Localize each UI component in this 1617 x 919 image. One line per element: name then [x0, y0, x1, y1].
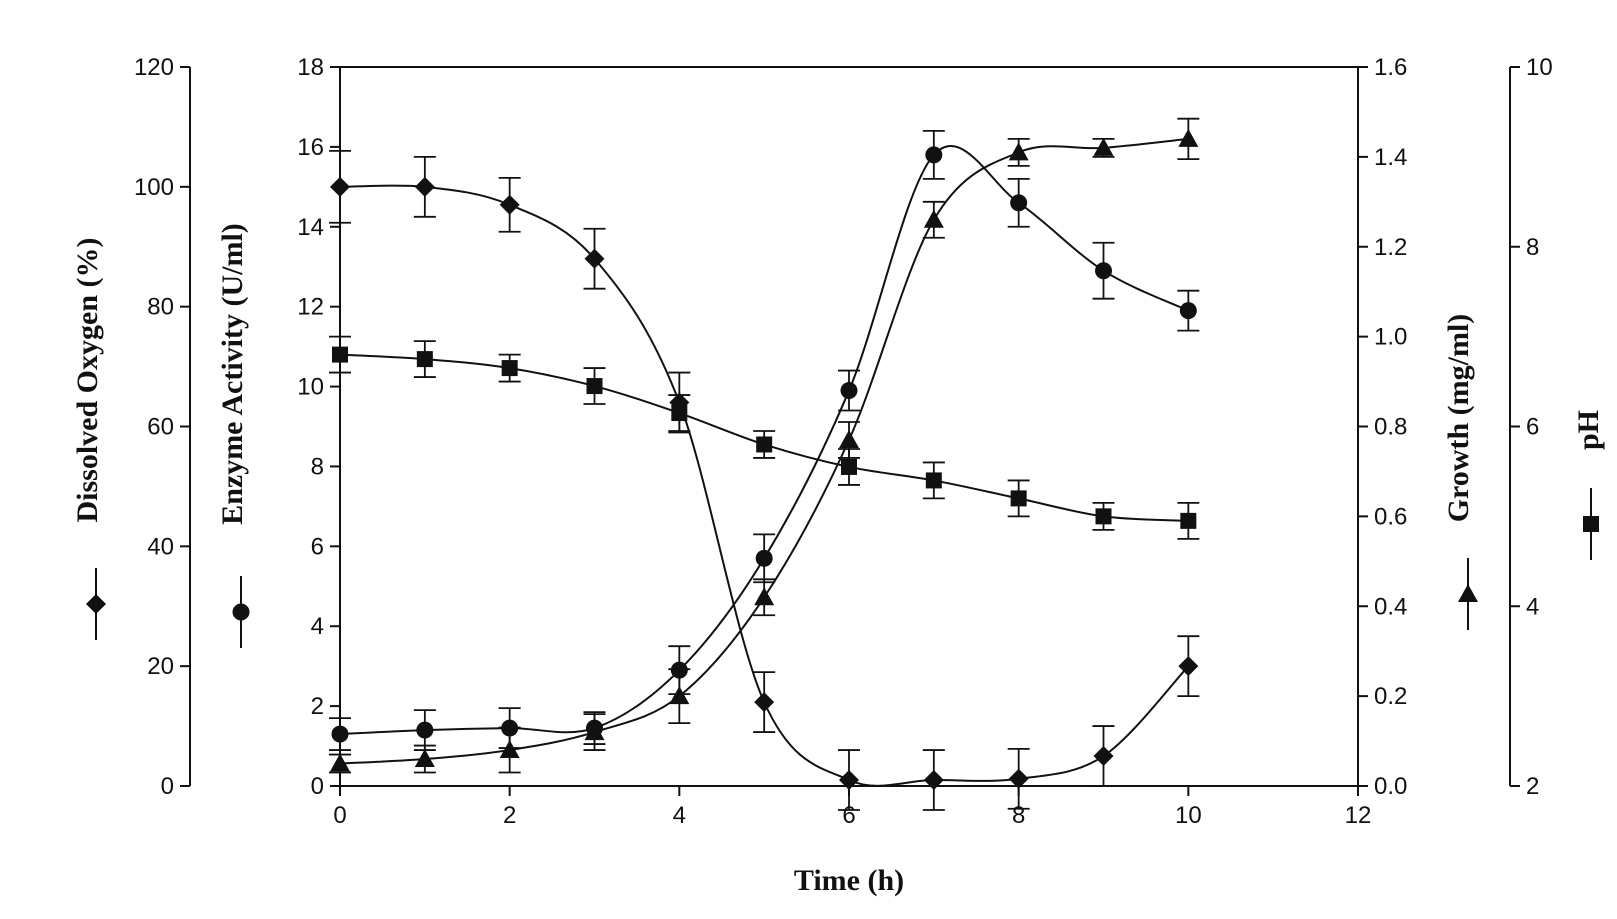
do-point	[499, 194, 520, 215]
enzyme-tick-label: 6	[311, 533, 324, 560]
growth-axis-title: Growth (mg/ml)	[1442, 314, 1475, 523]
growth-point	[1008, 142, 1029, 161]
ph-point	[841, 458, 857, 475]
growth-point	[669, 686, 690, 705]
ph-tick-label: 6	[1526, 414, 1539, 441]
ph-tick-label: 2	[1526, 773, 1539, 800]
enzyme-point	[331, 725, 349, 743]
x-tick-label: 4	[673, 802, 686, 829]
do-tick-label: 80	[147, 294, 174, 321]
do-point	[839, 770, 859, 791]
do-series	[329, 149, 1200, 811]
growth-tick-label: 1.6	[1374, 54, 1407, 81]
do-tick-label: 20	[147, 653, 174, 680]
x-tick-label: 10	[1175, 802, 1202, 829]
enzyme-legend-marker	[232, 603, 250, 621]
growth-point	[499, 740, 520, 759]
do-tick-label: 60	[147, 414, 174, 441]
do-tick-label: 40	[147, 533, 174, 560]
growth-series	[329, 117, 1200, 774]
growth-point	[754, 587, 775, 606]
ph-point	[1010, 490, 1027, 507]
do-tick-label: 0	[161, 773, 174, 800]
growth-point	[1178, 128, 1199, 147]
enzyme-point	[1010, 194, 1028, 212]
enzyme-point	[1179, 302, 1197, 320]
enzyme-tick-label: 14	[297, 214, 324, 241]
do-tick-label: 100	[134, 174, 174, 201]
ph-axis-title: pH	[1572, 410, 1605, 450]
enzyme-point	[755, 549, 773, 567]
do-point	[330, 176, 350, 197]
series-layer	[329, 117, 1200, 811]
ph-series	[329, 335, 1200, 540]
ph-point	[925, 472, 942, 489]
ph-point	[756, 436, 773, 453]
growth-point	[923, 209, 944, 228]
axes-layer	[180, 66, 1520, 796]
ph-point	[332, 346, 348, 363]
do-point	[923, 770, 944, 791]
growth-point	[839, 429, 859, 448]
ph-legend-marker	[1583, 516, 1599, 532]
ph-point	[1095, 508, 1112, 525]
ph-point	[501, 360, 518, 377]
ph-point	[1180, 512, 1197, 529]
ph-tick-label: 8	[1526, 234, 1539, 261]
do-axis-title: Dissolved Oxygen (%)	[71, 238, 104, 523]
enzyme-tick-label: 16	[297, 134, 324, 161]
growth-tick-label: 0.2	[1374, 683, 1407, 710]
x-tick-label: 0	[333, 802, 346, 829]
ph-point	[586, 378, 603, 395]
x-tick-label: 12	[1345, 802, 1372, 829]
do-point	[1178, 656, 1199, 677]
growth-tick-label: 1.4	[1374, 144, 1407, 171]
x-tick-label: 8	[1012, 802, 1025, 829]
do-legend-marker	[86, 594, 106, 614]
x-axis-title: Time (h)	[794, 864, 904, 897]
growth-tick-label: 1.0	[1374, 324, 1407, 351]
do-point	[414, 176, 435, 197]
growth-point	[330, 753, 350, 772]
do-point	[1008, 768, 1029, 789]
x-tick-label: 6	[842, 802, 855, 829]
enzyme-tick-label: 10	[297, 374, 324, 401]
enzyme-tick-label: 18	[297, 54, 324, 81]
ph-point	[671, 405, 688, 422]
enzyme-tick-label: 0	[311, 773, 324, 800]
enzyme-point	[840, 382, 858, 400]
enzyme-tick-label: 2	[311, 693, 324, 720]
ph-tick-label: 4	[1526, 593, 1539, 620]
ph-tick-label: 10	[1526, 54, 1553, 81]
growth-point	[584, 722, 605, 741]
do-point	[584, 248, 605, 269]
do-point	[1093, 746, 1114, 767]
growth-series-line	[339, 137, 1189, 765]
growth-tick-label: 0.8	[1374, 414, 1407, 441]
enzyme-axis-title: Enzyme Activity (U/ml)	[216, 223, 249, 525]
enzyme-point	[1095, 262, 1112, 280]
growth-tick-label: 0.6	[1374, 503, 1407, 530]
enzyme-point	[925, 146, 943, 164]
x-tick-label: 2	[503, 802, 516, 829]
ph-point	[416, 351, 433, 368]
growth-tick-label: 0.4	[1374, 593, 1407, 620]
growth-tick-label: 0.0	[1374, 773, 1407, 800]
growth-tick-label: 1.2	[1374, 234, 1407, 261]
enzyme-tick-label: 12	[297, 294, 324, 321]
growth-point	[414, 749, 435, 768]
do-point	[754, 692, 775, 713]
growth-legend-marker	[1458, 584, 1478, 602]
enzyme-point	[416, 721, 434, 739]
do-tick-label: 120	[134, 54, 174, 81]
enzyme-tick-label: 4	[311, 613, 324, 640]
enzyme-tick-label: 8	[311, 453, 324, 480]
growth-point	[1093, 137, 1114, 156]
